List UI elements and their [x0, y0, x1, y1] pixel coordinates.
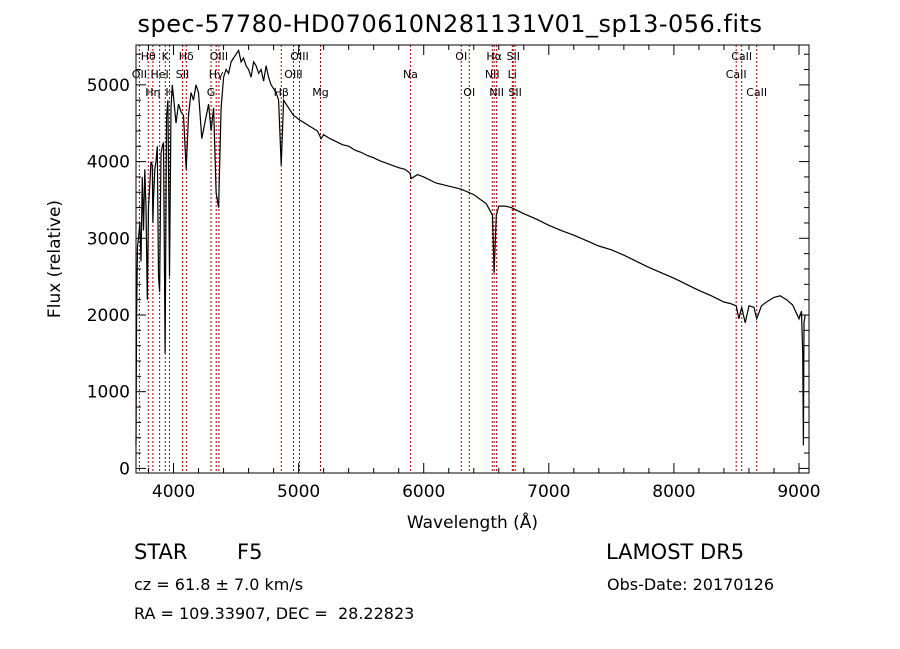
line-marker-label: CaII: [726, 68, 747, 81]
line-marker-label: Hθ: [141, 50, 156, 63]
line-marker-label: SII: [176, 68, 189, 81]
line-marker-label: CaII: [746, 86, 767, 99]
line-marker-label: OIII: [290, 50, 308, 63]
y-tick-label: 1000: [87, 383, 130, 403]
line-marker-label: H: [165, 86, 173, 99]
x-tick-label: 5000: [277, 482, 320, 502]
line-marker-label: OIII: [284, 68, 302, 81]
y-tick-label: 2000: [87, 306, 130, 326]
y-tick-label: 5000: [87, 76, 130, 96]
survey-name: LAMOST DR5: [606, 540, 745, 564]
y-tick-label: 0: [119, 459, 130, 479]
line-marker-label: OI: [463, 86, 475, 99]
spectrum-series-line: [135, 48, 806, 446]
observation-date: Obs-Date: 20170126: [607, 575, 775, 594]
line-marker-label: NII: [485, 68, 500, 81]
line-marker-label: SII: [508, 86, 521, 99]
object-class: STAR: [134, 540, 188, 564]
x-tick-label: 7000: [527, 482, 570, 502]
x-tick-label: 4000: [152, 482, 195, 502]
line-marker-label: NII: [489, 86, 504, 99]
line-marker-label: CaII: [731, 50, 752, 63]
x-tick-label: 8000: [652, 482, 695, 502]
y-tick-label: 3000: [87, 229, 130, 249]
line-marker-label: G: [207, 86, 216, 99]
line-marker-label: HeI: [150, 68, 168, 81]
x-axis-label: Wavelength (Å): [407, 511, 538, 533]
y-axis-label: Flux (relative): [45, 200, 65, 318]
line-marker-label: Hα: [486, 50, 502, 63]
line-markers: [138, 45, 758, 473]
coordinates-info: RA = 109.33907, DEC = 28.22823: [134, 604, 415, 623]
plot-frame: [135, 44, 810, 474]
line-marker-label: Li: [508, 68, 517, 81]
line-marker-label: Hη: [145, 86, 160, 99]
x-axis-ticks: 4000 5000 6000 7000 8000 9000: [148, 45, 821, 502]
y-tick-label: 4000: [87, 153, 130, 173]
line-marker-label: OIII: [210, 50, 228, 63]
line-marker-label: K: [162, 50, 170, 63]
line-marker-label: SII: [507, 50, 520, 63]
redshift-info: cz = 61.8 ± 7.0 km/s: [134, 575, 304, 594]
x-tick-label: 6000: [402, 482, 445, 502]
y-axis-ticks: 0 1000 2000 3000 4000 5000: [87, 53, 809, 479]
line-marker-label: Mg: [312, 86, 328, 99]
line-marker-label: Hγ: [209, 68, 224, 81]
line-marker-label: Hδ: [179, 50, 194, 63]
chart-title: spec-57780-HD070610N281131V01_sp13-056.f…: [137, 10, 763, 38]
x-tick-label: 9000: [777, 482, 820, 502]
line-marker-label: Na: [403, 68, 418, 81]
object-subclass: F5: [237, 540, 263, 564]
line-marker-label: OI: [455, 50, 467, 63]
